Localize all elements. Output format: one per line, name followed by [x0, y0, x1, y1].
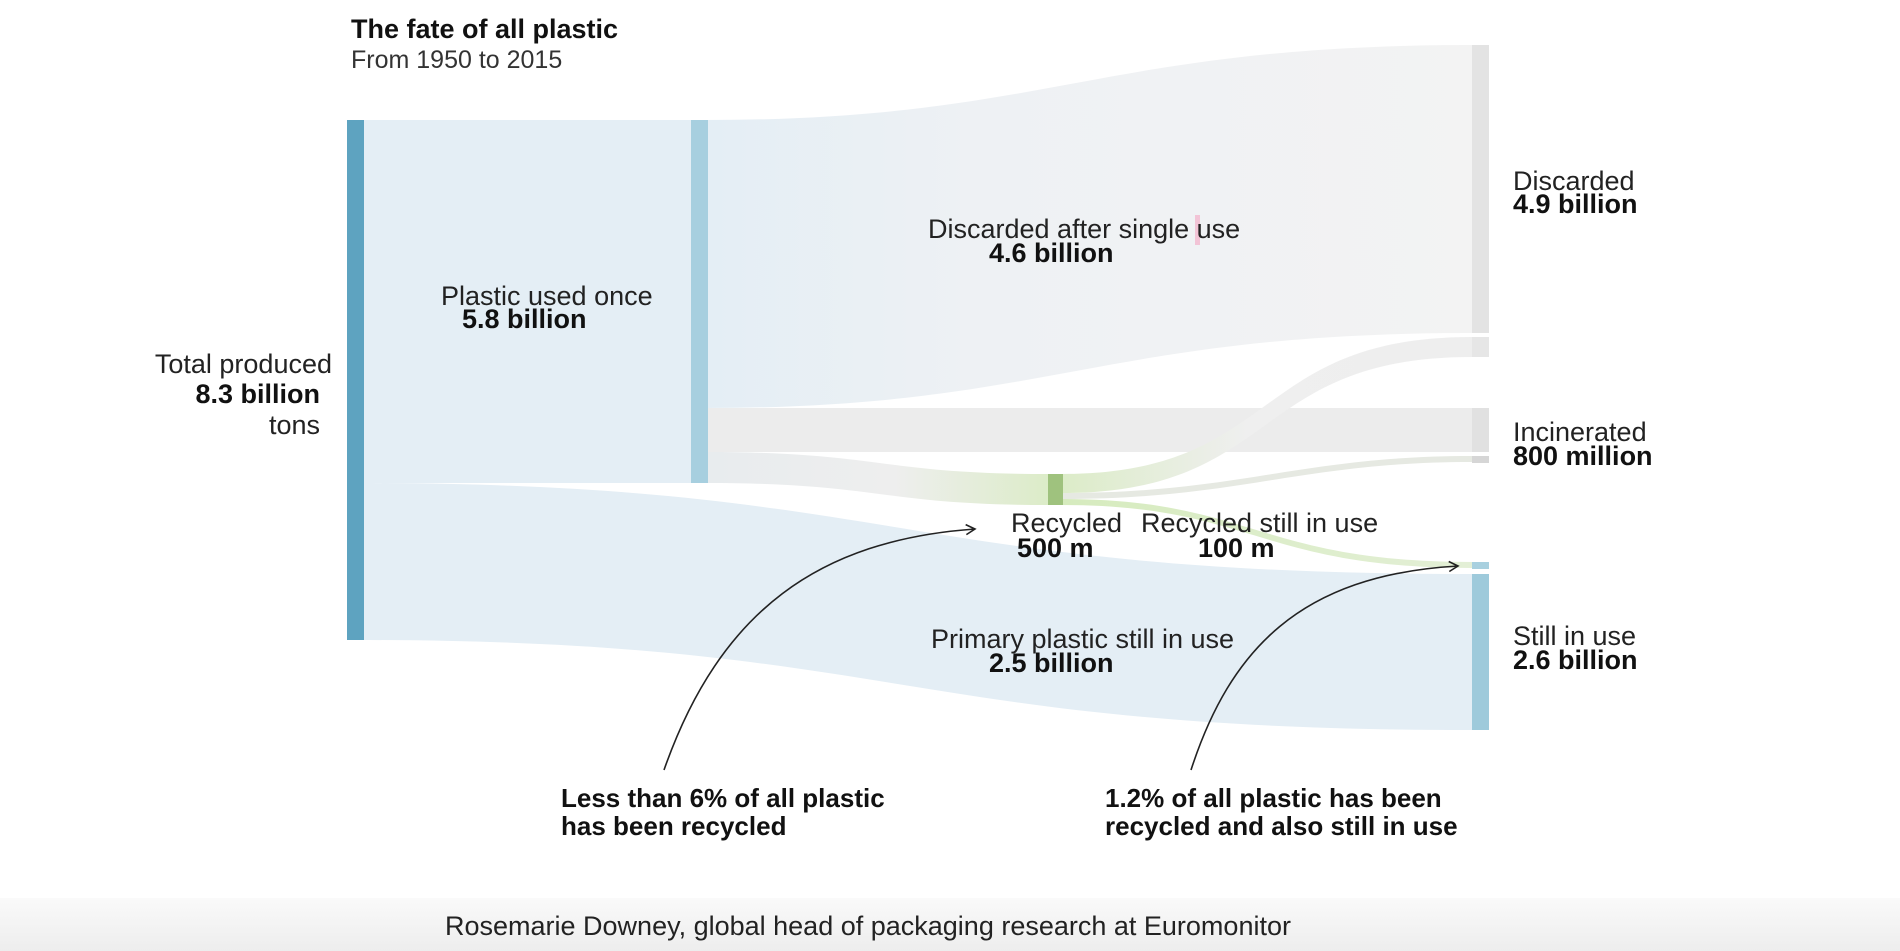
node-used-once-bar	[691, 120, 708, 483]
node-still-in-use-bar	[1472, 574, 1489, 730]
flow-used-once-to-recycled	[707, 452, 1048, 505]
arrow-recycled-in-use-share	[1190, 560, 1460, 771]
value-still-in-use: 2.6 billion	[1513, 645, 1638, 675]
node-total-produced-bar	[347, 120, 364, 640]
value-primary-still-in-use: 2.5 billion	[989, 648, 1114, 678]
flow-recycled-still-in-use	[1062, 499, 1472, 568]
arrow-recycled-share	[663, 523, 977, 771]
unit-total-produced: tons	[268, 410, 320, 440]
flow-discarded-after-single-use	[707, 45, 1472, 408]
label-total-produced: Total produced	[154, 349, 332, 379]
value-incinerated: 800 million	[1513, 441, 1653, 471]
flow-recycled-to-incinerated	[1062, 456, 1472, 499]
flow-recycled-to-discarded	[1062, 337, 1472, 493]
value-recycled: 500 m	[1017, 533, 1094, 563]
value-discarded: 4.9 billion	[1513, 189, 1638, 219]
annotation-recycled-in-use-share: 1.2% of all plastic has been recycled an…	[1105, 783, 1458, 841]
label-recycled-still-in-use: Recycled still in use	[1141, 508, 1379, 538]
node-still-in-use-recycled-bar	[1472, 562, 1489, 569]
node-incinerated-bar	[1472, 408, 1489, 452]
label-used-once: Plastic used once	[441, 281, 653, 311]
value-total-produced: 8.3 billion	[195, 379, 320, 409]
flow-used-once-to-incinerated	[707, 408, 1472, 452]
mark-pink-tick	[1195, 215, 1200, 245]
node-discarded-recycled-bar	[1472, 337, 1489, 357]
label-discarded-after-single-use: Discarded after single use	[928, 214, 1241, 244]
label-still-in-use: Still in use	[1513, 621, 1637, 651]
label-recycled: Recycled	[1011, 508, 1123, 538]
label-discarded: Discarded	[1513, 166, 1635, 196]
chart-subtitle: From 1950 to 2015	[351, 46, 563, 74]
label-incinerated: Incinerated	[1513, 417, 1647, 447]
node-discarded-bar	[1472, 45, 1489, 333]
annotation-recycled-share: Less than 6% of all plastic has been rec…	[561, 783, 885, 841]
node-incinerated-recycled-bar	[1472, 456, 1489, 463]
chart-title: The fate of all plastic	[351, 14, 619, 44]
caption-text: Rosemarie Downey, global head of packagi…	[445, 911, 1291, 941]
caption-bar	[0, 898, 1900, 951]
value-used-once: 5.8 billion	[462, 304, 587, 334]
flow-primary-still-in-use	[357, 483, 1472, 730]
value-recycled-still-in-use: 100 m	[1198, 533, 1275, 563]
value-discarded-after-single-use: 4.6 billion	[989, 238, 1114, 268]
flow-total-to-used-once	[357, 120, 693, 483]
label-primary-still-in-use: Primary plastic still in use	[931, 624, 1235, 654]
node-recycled-bar	[1048, 474, 1063, 505]
